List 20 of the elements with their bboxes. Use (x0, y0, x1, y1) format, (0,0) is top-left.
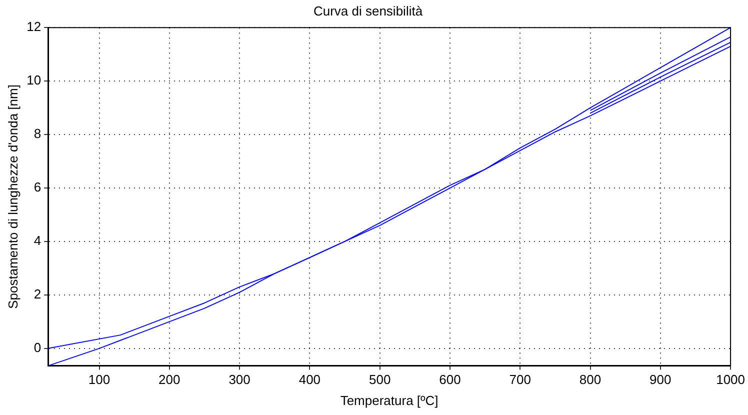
y-tick-label: 0 (34, 340, 42, 355)
y-axis-title: Spostamento di lunghezze d'onda [nm] (5, 84, 20, 309)
x-axis-title: Temperatura [ºC] (340, 392, 438, 408)
x-tick-label: 800 (579, 372, 602, 388)
y-tick-label: 6 (34, 180, 42, 195)
chart-title: Curva di sensibilità (313, 3, 424, 18)
x-tick-label: 1000 (716, 372, 745, 388)
x-tick-label: 300 (228, 372, 250, 388)
x-tick-label: 900 (650, 372, 672, 388)
x-tick-label: 500 (368, 372, 391, 388)
x-tick-label: 100 (88, 372, 110, 388)
x-tick-label: 200 (158, 372, 180, 388)
x-tick-label: 600 (439, 372, 461, 388)
y-tick-label: 2 (34, 286, 42, 302)
y-tick-label: 8 (34, 126, 42, 142)
x-tick-label: 400 (298, 372, 321, 388)
x-tick-label: 700 (509, 372, 531, 388)
y-tick-label: 10 (26, 72, 42, 88)
y-tick-label: 12 (26, 19, 42, 34)
y-tick-label: 4 (34, 233, 42, 248)
